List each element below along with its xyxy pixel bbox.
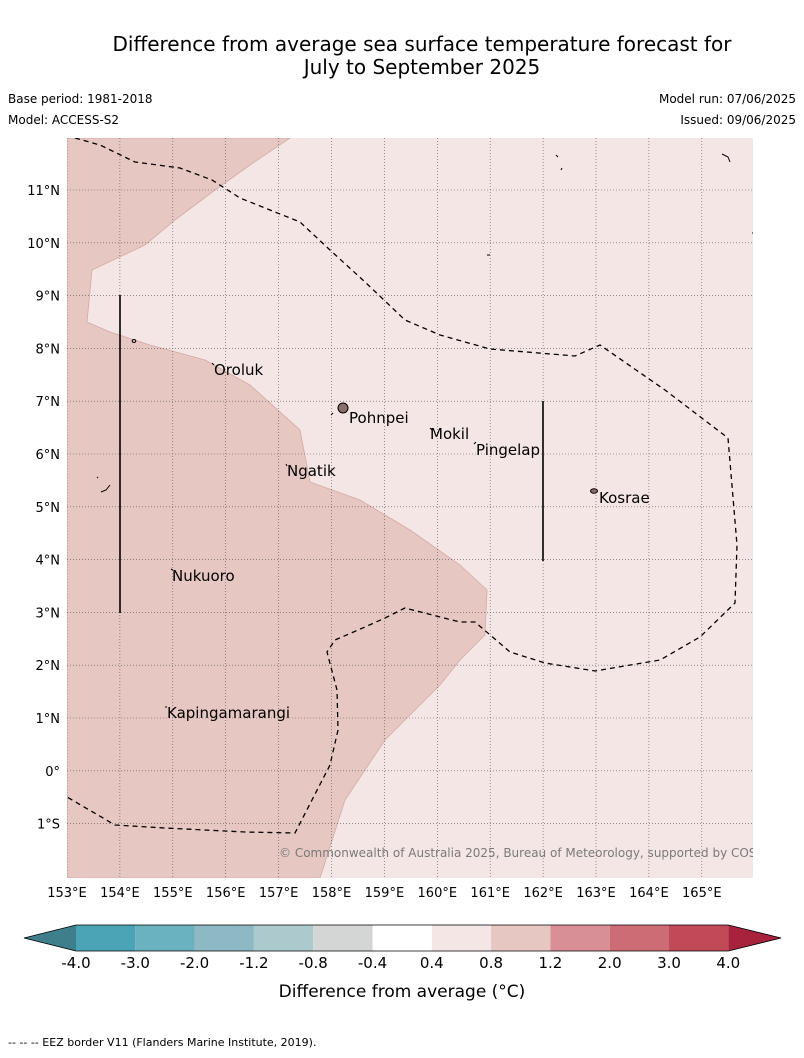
map-area: Oroluk Pohnpei Mokil Pingelap Ngatik Kos… xyxy=(67,138,784,878)
lon-label: 160°E xyxy=(418,886,458,901)
lat-label: 7°N xyxy=(36,395,61,410)
colorbar-tick-label: 0.8 xyxy=(479,954,503,972)
place-label: Oroluk xyxy=(214,361,263,379)
lat-label: 8°N xyxy=(36,342,61,357)
lat-label: 1°S xyxy=(37,818,60,833)
colorbar-tick-label: -2.0 xyxy=(180,954,209,972)
colorbar-segment xyxy=(253,925,314,951)
colorbar-tick-label: -1.2 xyxy=(239,954,268,972)
title-line-2: July to September 2025 xyxy=(303,55,541,79)
lon-label: 165°E xyxy=(682,886,722,901)
lat-label: 11°N xyxy=(27,184,60,199)
lon-label: 154°E xyxy=(100,886,140,901)
colorbar-extend-high xyxy=(728,925,781,951)
latitude-labels: 11°N 10°N 9°N 8°N 7°N 6°N 5°N 4°N 3°N 2°N 1°N 0° 1°S xyxy=(27,184,60,833)
lon-label: 162°E xyxy=(523,886,563,901)
anomaly-0-8-1-2-region xyxy=(67,138,488,878)
colorbar-tick-label: 1.2 xyxy=(538,954,562,972)
longitude-labels: 153°E 154°E 155°E 156°E 157°E 158°E 159°E 160°E… xyxy=(47,886,721,901)
copyright-note: © Commonwealth of Australia 2025, Bureau… xyxy=(279,846,784,860)
colorbar-segment xyxy=(194,925,254,951)
colorbar-segment xyxy=(76,925,136,951)
lat-label: 9°N xyxy=(36,290,61,305)
lat-label: 4°N xyxy=(36,554,61,569)
atoll-mark xyxy=(330,412,334,416)
chart-title: Difference from average sea surface temp… xyxy=(40,33,804,79)
lon-label: 163°E xyxy=(576,886,616,901)
colorbar-segment xyxy=(313,925,373,951)
colorbar-tick-label: 3.0 xyxy=(657,954,681,972)
place-label: Pingelap xyxy=(476,441,540,459)
model-name: Model: ACCESS-S2 xyxy=(8,113,120,127)
eez-note: -- -- -- EEZ border V11 (Flanders Marine… xyxy=(8,1036,317,1049)
lat-label: 3°N xyxy=(36,606,61,621)
eez-border-north xyxy=(67,138,738,834)
colorbar-tick-label: -0.4 xyxy=(358,954,387,972)
colorbar-label: Difference from average (°C) xyxy=(279,982,526,1002)
colorbar xyxy=(23,924,782,952)
colorbar-outline xyxy=(23,924,782,952)
colorbar-segment xyxy=(609,925,669,951)
place-label: Mokil xyxy=(430,425,469,443)
colorbar-segment xyxy=(550,925,610,951)
lon-label: 157°E xyxy=(259,886,299,901)
colorbar-ticks: -4.0 -3.0 -2.0 -1.2 -0.8 -0.4 0.4 0.8 1.2 2.0 3.0 4… xyxy=(61,954,740,972)
colorbar-segment xyxy=(431,925,492,951)
lat-label: 10°N xyxy=(27,237,60,252)
small-atoll xyxy=(131,339,137,343)
title-line-1: Difference from average sea surface temp… xyxy=(112,32,732,56)
colorbar-tick-label: -3.0 xyxy=(121,954,150,972)
eez-border-south-west xyxy=(67,796,68,797)
place-label: Ngatik xyxy=(287,462,336,480)
colorbar-tick-label: 0.4 xyxy=(420,954,444,972)
lon-label: 156°E xyxy=(206,886,246,901)
place-labels: Oroluk Pohnpei Mokil Pingelap Ngatik Kos… xyxy=(167,361,650,722)
lon-label: 159°E xyxy=(365,886,405,901)
issued-date: Issued: 09/06/2025 xyxy=(680,113,796,127)
northern-atolls xyxy=(555,153,731,171)
lat-label: 1°N xyxy=(36,712,61,727)
colorbar-segment xyxy=(372,925,432,951)
model-run: Model run: 07/06/2025 xyxy=(658,92,796,106)
colorbar-tick-label: -0.8 xyxy=(299,954,328,972)
reef-marks xyxy=(96,232,753,493)
pohnpei-island xyxy=(337,402,349,414)
islands xyxy=(96,153,753,494)
place-label: Kapingamarangi xyxy=(167,704,290,722)
place-label: Pohnpei xyxy=(349,409,409,427)
lat-label: 6°N xyxy=(36,448,61,463)
colorbar-segment xyxy=(135,925,195,951)
colorbar-segment xyxy=(669,925,729,951)
colorbar-extend-low xyxy=(24,925,76,951)
lon-label: 153°E xyxy=(47,886,87,901)
lat-label: 5°N xyxy=(36,501,61,516)
colorbar-tick-label: -4.0 xyxy=(61,954,90,972)
place-label: Kosrae xyxy=(599,489,650,507)
lon-label: 161°E xyxy=(470,886,510,901)
graticule xyxy=(67,138,753,878)
lon-label: 158°E xyxy=(312,886,352,901)
place-label: Nukuoro xyxy=(172,567,235,585)
colorbar-segment xyxy=(491,925,551,951)
colorbar-tick-label: 4.0 xyxy=(716,954,740,972)
eez-borders xyxy=(67,138,738,834)
kosrae-island xyxy=(590,488,598,494)
place-markers xyxy=(165,362,477,708)
lon-label: 164°E xyxy=(629,886,669,901)
base-period: Base period: 1981-2018 xyxy=(8,92,153,106)
lat-label: 2°N xyxy=(36,659,61,674)
lon-label: 155°E xyxy=(153,886,193,901)
lat-label: 0° xyxy=(45,765,60,780)
colorbar-tick-label: 2.0 xyxy=(598,954,622,972)
